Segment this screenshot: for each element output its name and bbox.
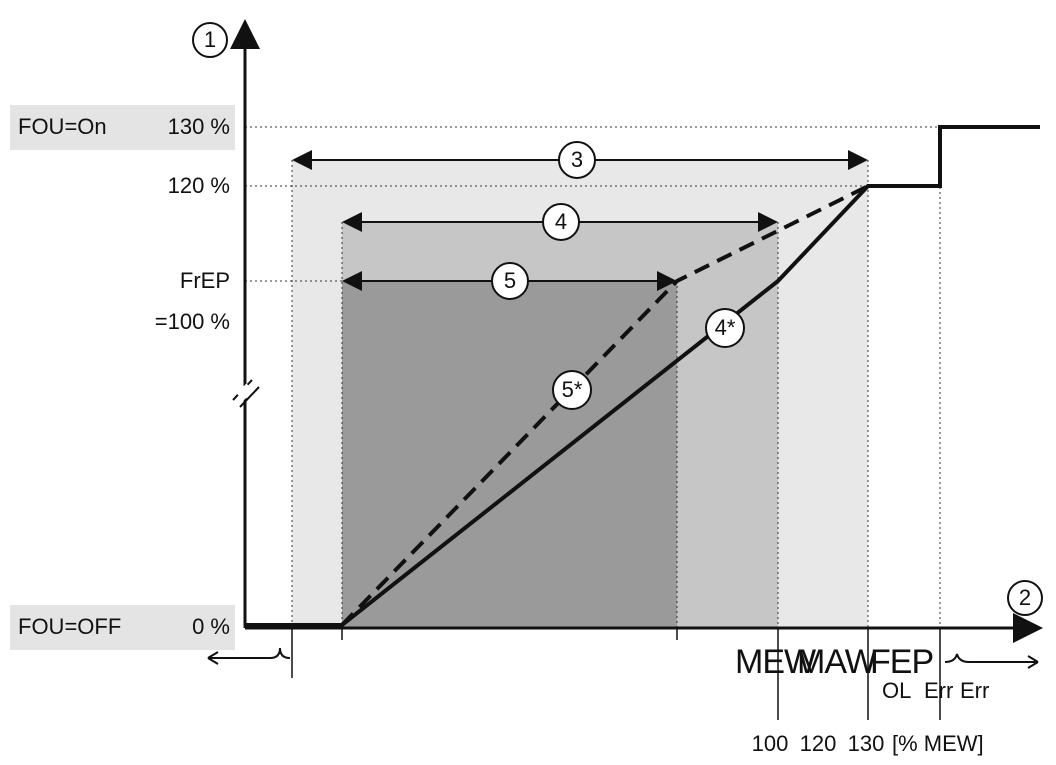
marker-circle (192, 22, 228, 58)
x-labels: MEW MAW FEP OL Err Err 100 120 130 [% ME… (735, 643, 989, 756)
regions (10, 105, 868, 650)
circle-markers: 1 2 3 4 5 4* 5* (192, 22, 1043, 616)
marker-label: 4 (555, 209, 567, 234)
y-label: FrEP (180, 268, 230, 293)
y-label: FOU=On (18, 114, 107, 139)
marker-circle (1007, 580, 1043, 616)
x-label: 120 (800, 731, 837, 756)
marker-label: 4* (715, 315, 736, 340)
y-label: FOU=OFF (18, 614, 121, 639)
curly-arrow (944, 653, 1039, 669)
marker-circle (491, 262, 529, 300)
x-label: [% MEW] (892, 731, 984, 756)
x-label: 130 (848, 731, 885, 756)
curves (245, 125, 1040, 627)
curly-arrow (207, 647, 291, 665)
marker-label: 2 (1019, 585, 1031, 610)
label-box (10, 105, 235, 150)
y-label: 130 % (168, 114, 230, 139)
marker-circle (552, 370, 592, 410)
x-label: OL (882, 678, 911, 703)
x-label: 100 (752, 731, 789, 756)
y-label: 120 % (168, 173, 230, 198)
marker-label: 1 (204, 27, 216, 52)
marker-label: 3 (571, 147, 583, 172)
label-box (10, 605, 235, 650)
marker-circle (558, 141, 596, 179)
marker-label: 5* (562, 377, 583, 402)
marker-circle (705, 308, 745, 348)
y-labels: FOU=On 130 % 120 % FrEP =100 % FOU=OFF 0… (18, 114, 230, 639)
axes (230, 19, 1043, 643)
marker-circle (542, 203, 580, 241)
tick (291, 628, 941, 720)
x-label: Err (960, 678, 989, 703)
marker-label: 5 (504, 268, 516, 293)
x-label: FEP (870, 643, 933, 681)
y-label: 0 % (192, 614, 230, 639)
x-label: Err (924, 678, 953, 703)
y-label: =100 % (155, 309, 230, 334)
x-label: MAW (797, 643, 877, 681)
axis-break-gap (236, 383, 254, 401)
x-label: MEW (735, 643, 816, 681)
dashed-curve (340, 184, 869, 627)
